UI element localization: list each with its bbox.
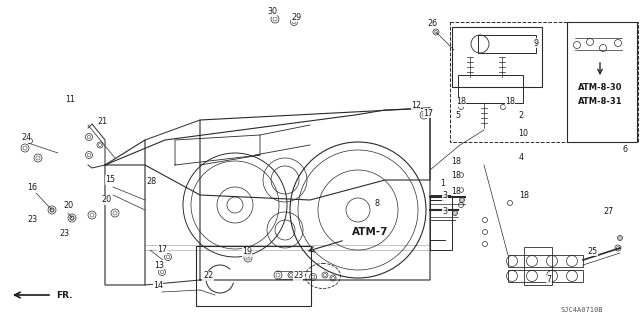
Text: 2: 2	[518, 112, 524, 121]
Bar	[430, 195, 452, 250]
Text: 6: 6	[623, 145, 627, 153]
Text: 17: 17	[423, 108, 433, 117]
Text: 4: 4	[518, 152, 524, 161]
Text: ATM-7: ATM-7	[352, 227, 388, 237]
Text: 11: 11	[65, 95, 75, 105]
Text: 18: 18	[505, 98, 515, 107]
Text: 19: 19	[242, 248, 252, 256]
Text: FR.: FR.	[56, 291, 72, 300]
Text: 20: 20	[63, 202, 73, 211]
Text: 18: 18	[456, 98, 466, 107]
Text: 22: 22	[203, 271, 213, 280]
Bar	[478, 35, 536, 53]
Text: 15: 15	[105, 175, 115, 184]
Text: 1: 1	[440, 180, 445, 189]
Text: 23: 23	[27, 214, 37, 224]
Bar	[196, 246, 311, 306]
Text: 18: 18	[451, 158, 461, 167]
Text: 26: 26	[427, 19, 437, 27]
Text: 23: 23	[59, 229, 69, 239]
Text: 29: 29	[292, 12, 302, 21]
Text: 27: 27	[604, 206, 614, 216]
Text: 21: 21	[97, 117, 107, 127]
Text: 16: 16	[27, 183, 37, 192]
Text: 17: 17	[157, 246, 167, 255]
Bar	[450, 22, 638, 142]
Text: 24: 24	[21, 133, 31, 143]
Text: 18: 18	[451, 187, 461, 196]
Bar	[508, 270, 583, 282]
Text: 10: 10	[518, 129, 528, 137]
Text: 5: 5	[456, 112, 461, 121]
Text: SJC4A0710B: SJC4A0710B	[561, 307, 604, 313]
Text: 20: 20	[101, 196, 111, 204]
Text: 18: 18	[519, 191, 529, 201]
Text: ATM-8-31: ATM-8-31	[578, 97, 622, 106]
Bar	[508, 255, 583, 267]
Text: 12: 12	[411, 100, 421, 109]
Text: 30: 30	[267, 8, 277, 17]
Text: 23: 23	[293, 271, 303, 280]
Text: 3: 3	[442, 206, 447, 216]
Bar	[567, 22, 637, 142]
Bar	[524, 247, 552, 285]
Text: 3: 3	[442, 191, 447, 201]
Text: 9: 9	[533, 39, 539, 48]
Bar	[452, 27, 542, 87]
Text: 7: 7	[547, 276, 552, 285]
Text: 28: 28	[146, 177, 156, 187]
Text: 14: 14	[153, 281, 163, 291]
Text: 8: 8	[374, 199, 380, 209]
Text: 18: 18	[451, 172, 461, 181]
Bar	[458, 75, 523, 103]
Text: ATM-8-30: ATM-8-30	[578, 84, 622, 93]
Text: 25: 25	[587, 247, 597, 256]
Text: 13: 13	[154, 261, 164, 270]
